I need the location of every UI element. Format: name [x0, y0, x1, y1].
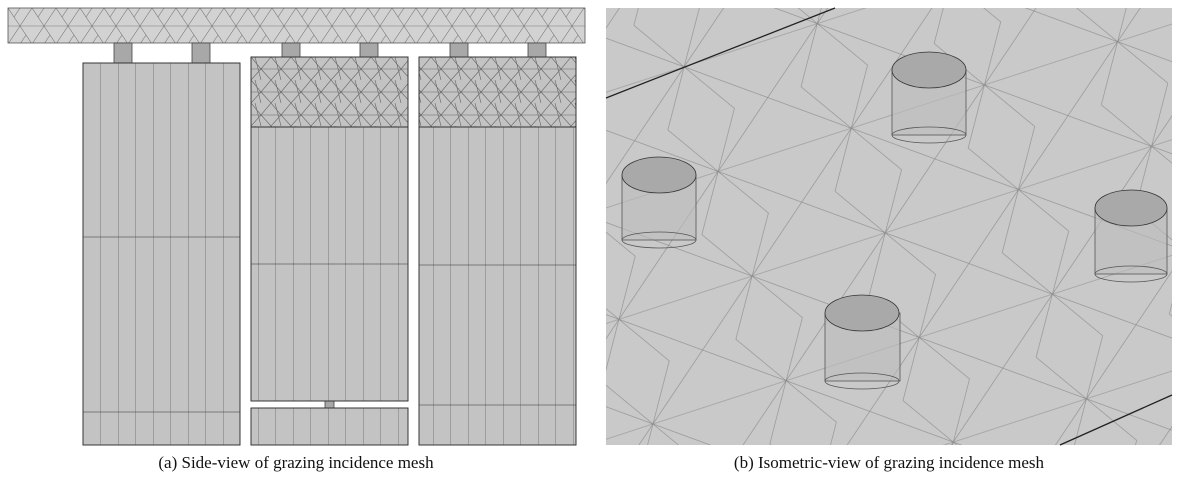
side-view-image: [8, 8, 585, 445]
blocks: [83, 57, 576, 445]
top-plate-mesh: [8, 8, 585, 43]
caption: (a) Side-view of grazing incidence mesh: [158, 453, 434, 472]
caption: (b) Isometric-view of grazing incidence …: [734, 453, 1045, 472]
figure: (a) Side-view of grazing incidence mesh …: [0, 0, 1181, 481]
isometric-view-image: [606, 8, 1172, 445]
